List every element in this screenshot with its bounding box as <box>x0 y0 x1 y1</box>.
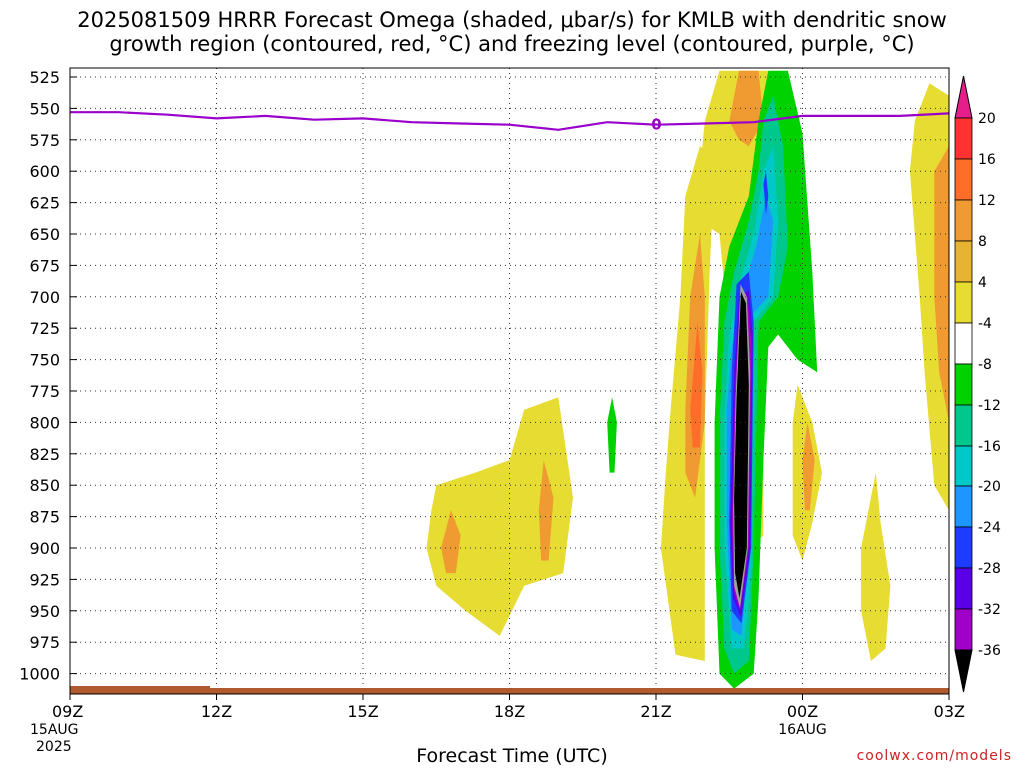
chart-title-line1: 2025081509 HRRR Forecast Omega (shaded, … <box>77 8 947 32</box>
y-tick-label: 725 <box>29 319 60 338</box>
ground-bar-rect <box>70 688 949 694</box>
colorbar-swatch <box>954 404 973 447</box>
y-tick-label: 675 <box>29 256 60 275</box>
y-tick-label: 600 <box>29 162 60 181</box>
chart-title: 2025081509 HRRR Forecast Omega (shaded, … <box>0 8 1024 56</box>
x-tick-label: 12Z <box>201 702 232 721</box>
y-tick-label: 525 <box>29 68 60 87</box>
colorbar-swatch <box>954 117 973 160</box>
colorbar-label: -36 <box>978 643 1001 659</box>
y-tick-label: 625 <box>29 194 60 213</box>
colorbar-label: -12 <box>978 398 1001 414</box>
freezing-level-contour: 0 <box>70 111 950 134</box>
colorbar-bottom-arrow <box>954 649 973 693</box>
colorbar-label: 4 <box>978 275 987 291</box>
x-axis-label: Forecast Time (UTC) <box>416 745 608 767</box>
y-tick-label: 775 <box>29 382 60 401</box>
colorbar-label: 12 <box>978 193 996 209</box>
chart-title-line2: growth region (contoured, red, °C) and f… <box>109 32 915 56</box>
y-tick-label: 800 <box>29 413 60 432</box>
colorbar-swatch <box>954 199 973 242</box>
colorbar-label: -28 <box>978 561 1001 577</box>
region-orange-core-left <box>690 321 703 448</box>
region-orange-right-mid <box>802 422 815 511</box>
y-tick-label: 1000 <box>19 665 60 684</box>
x-tick-sublabel: 16AUG <box>778 722 827 738</box>
region-blue-small <box>763 171 769 216</box>
freezing-level-label: 0 <box>651 116 661 134</box>
y-tick-label: 650 <box>29 225 60 244</box>
colorbar-swatch <box>954 567 973 610</box>
region-green-small-left <box>607 397 617 473</box>
ground-bar-bump <box>70 686 210 689</box>
omega-shading <box>426 70 949 689</box>
ground-bar <box>70 686 949 694</box>
region-orange-bottom-left-b <box>538 460 554 561</box>
colorbar-swatch <box>954 281 973 324</box>
y-tick-label: 900 <box>29 539 60 558</box>
y-tick-label: 950 <box>29 602 60 621</box>
y-tick-label: 925 <box>29 570 60 589</box>
region-orange-top-jet <box>729 70 764 147</box>
colorbar-label: -20 <box>978 479 1001 495</box>
colorbar-swatch <box>954 608 973 651</box>
y-tick-label: 975 <box>29 633 60 652</box>
y-tick-label: 550 <box>29 99 60 118</box>
colorbar-swatch <box>954 363 973 406</box>
x-tick-label: 03Z <box>934 702 965 721</box>
x-tick-label: 00Z <box>787 702 818 721</box>
region-black-core <box>734 291 749 599</box>
y-tick-label: 575 <box>29 131 60 150</box>
colorbar-label: -32 <box>978 602 1001 618</box>
colorbar-swatch <box>954 445 973 487</box>
y-tick-label: 875 <box>29 508 60 527</box>
freezing-level-line <box>70 111 950 131</box>
colorbar-label: 16 <box>978 152 996 168</box>
colorbar-label: -16 <box>978 439 1001 455</box>
colorbar-swatch <box>954 485 973 528</box>
colorbar-label: 8 <box>978 234 987 250</box>
colorbar-label: 20 <box>978 111 996 127</box>
colorbar-swatch <box>954 322 973 365</box>
x-tick-label: 15Z <box>347 702 378 721</box>
x-tick-sublabel: 15AUG <box>30 722 79 738</box>
x-tick-label: 21Z <box>640 702 671 721</box>
y-tick-label: 750 <box>29 351 60 370</box>
source-credit: coolwx.com/models <box>856 748 1012 764</box>
colorbar-swatch <box>954 158 973 201</box>
colorbar-swatch <box>954 240 973 283</box>
y-tick-label: 700 <box>29 288 60 307</box>
region-yellow-bottom-left <box>426 397 573 636</box>
y-tick-label: 850 <box>29 476 60 495</box>
region-orange-far-right-top <box>934 146 949 423</box>
colorbar-label: -4 <box>978 316 992 332</box>
region-orange-bottom-left-a <box>441 510 461 574</box>
x-tick-label: 18Z <box>494 702 525 721</box>
x-tick-year: 2025 <box>36 739 72 755</box>
region-yellow-far-right-bottom <box>861 472 891 661</box>
y-axis-ticks: 525 550 575 600 625 650 675 700 725 750 775 800 825 8… <box>19 68 77 684</box>
x-tick-label: 09Z <box>52 702 83 721</box>
colorbar-top-arrow <box>954 75 973 119</box>
y-tick-label: 825 <box>29 445 60 464</box>
colorbar-label: -24 <box>978 520 1001 536</box>
colorbar-swatch <box>954 526 973 569</box>
colorbar-label: -8 <box>978 357 992 373</box>
colorbar: 20 16 12 8 4 -4 -8 -12 -16 -20 -24 -28 -32 -36 <box>954 75 1001 693</box>
